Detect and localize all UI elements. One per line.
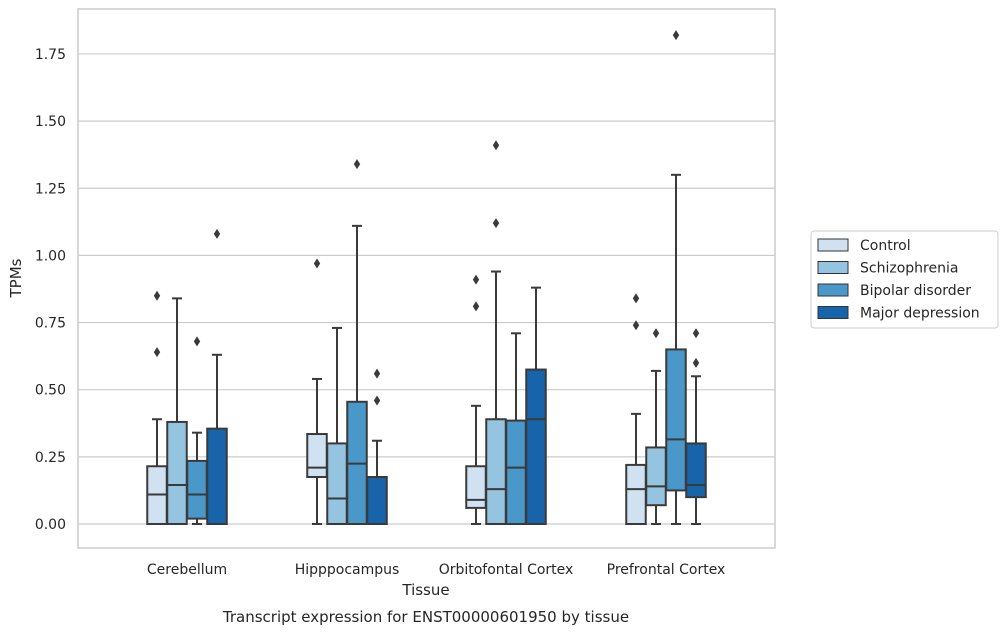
box-body: [206, 427, 228, 525]
box-schizophrenia: [326, 326, 348, 526]
box-body: [186, 459, 208, 520]
box-body: [485, 418, 507, 525]
box-major-depression: [525, 286, 547, 525]
legend-item: Control: [817, 238, 911, 254]
legend-swatch: [817, 261, 849, 274]
outlier-point: [153, 347, 161, 358]
x-tick-label: Orbitofontal Cortex: [439, 562, 574, 578]
y-tick-label: 1.25: [35, 181, 66, 197]
outlier-point: [692, 328, 700, 339]
outlier-point: [692, 357, 700, 368]
box-schizophrenia: [485, 140, 507, 525]
outlier-point: [353, 159, 361, 170]
y-tick-label: 0.00: [35, 517, 66, 533]
chart-caption: Transcript expression for ENST0000060195…: [222, 608, 629, 626]
box-body: [685, 442, 707, 499]
box-body: [465, 465, 487, 509]
outlier-point: [472, 274, 480, 285]
legend: Control Schizophrenia Bipolar disorder Majo…: [810, 230, 999, 329]
y-tick-label: 1.50: [35, 114, 66, 130]
y-tick-label: 0.25: [35, 450, 66, 466]
y-axis-label: TPMs: [7, 258, 25, 298]
y-tick-label: 0.75: [35, 316, 66, 332]
y-tick-label: 0.50: [35, 383, 66, 399]
box-bipolar-disorder: [346, 159, 368, 525]
outlier-point: [313, 258, 321, 269]
outlier-point: [492, 140, 500, 151]
outlier-point: [492, 218, 500, 229]
y-tick-label: 1.00: [35, 248, 66, 264]
box-body: [166, 420, 188, 526]
legend-label: Control: [860, 238, 911, 254]
outlier-point: [652, 328, 660, 339]
legend-swatch: [817, 306, 849, 319]
x-axis-ticks: Cerebellum Hipppocampus Orbitofontal Corte…: [147, 562, 725, 578]
outlier-point: [373, 368, 381, 379]
outlier-point: [672, 30, 680, 41]
box-body: [645, 446, 667, 507]
box-body: [306, 433, 328, 478]
x-tick-label: Prefrontal Cortex: [607, 562, 726, 578]
box-body: [505, 419, 527, 525]
box-body: [665, 348, 687, 492]
legend-swatch: [817, 283, 849, 297]
legend-label: Bipolar disorder: [860, 283, 971, 299]
x-axis-label: Tissue: [401, 581, 449, 599]
box-bipolar-disorder: [186, 336, 208, 525]
box-bipolar-disorder: [665, 30, 687, 525]
box-major-depression: [685, 328, 707, 525]
y-axis-ticks: 0.00 0.25 0.50 0.75 1.00 1.25 1.50 1.75: [35, 47, 66, 533]
box-body: [525, 368, 547, 525]
legend-swatch: [817, 238, 849, 252]
outlier-point: [193, 336, 201, 347]
x-tick-label: Hipppocampus: [295, 562, 400, 578]
outlier-point: [632, 293, 640, 304]
legend-item: Schizophrenia: [817, 261, 958, 277]
outlier-point: [472, 301, 480, 312]
outlier-point: [213, 228, 221, 239]
y-tick-label: 1.75: [35, 47, 66, 63]
legend-item: Major depression: [817, 306, 980, 322]
box-body: [625, 463, 647, 525]
outlier-point: [632, 320, 640, 331]
legend-frame: [810, 230, 999, 329]
legend-item: Bipolar disorder: [817, 283, 971, 299]
box-major-depression: [366, 368, 388, 525]
box-control: [625, 293, 647, 525]
legend-label: Schizophrenia: [860, 261, 958, 277]
box-body: [326, 442, 348, 526]
plot-area: 0.00 0.25 0.50 0.75 1.00 1.25 1.50 1.75 Cerebel…: [35, 8, 776, 578]
box-major-depression: [206, 228, 228, 525]
x-tick-label: Cerebellum: [147, 562, 227, 578]
outlier-point: [373, 395, 381, 406]
box-body: [366, 475, 388, 525]
outlier-point: [153, 290, 161, 301]
boxes: [146, 30, 707, 526]
box-control: [465, 274, 487, 525]
legend-label: Major depression: [860, 306, 980, 322]
